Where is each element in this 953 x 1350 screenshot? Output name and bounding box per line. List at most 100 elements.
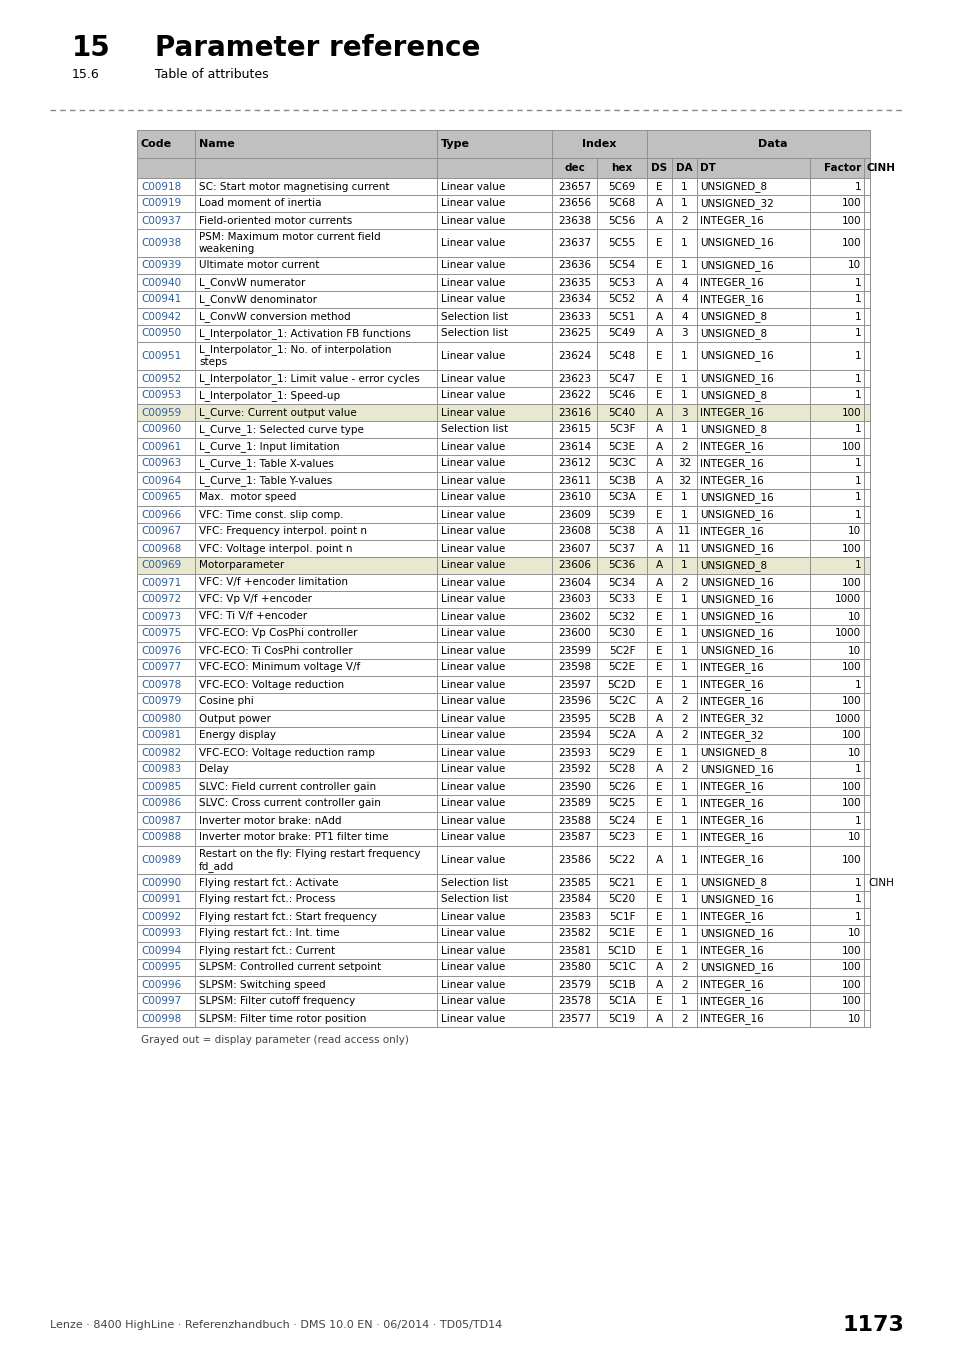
Text: 23579: 23579	[558, 980, 591, 990]
Text: 100: 100	[841, 578, 861, 587]
Text: C00981: C00981	[141, 730, 181, 741]
Text: INTEGER_16: INTEGER_16	[700, 815, 763, 826]
Text: 15.6: 15.6	[71, 69, 100, 81]
Text: UNSIGNED_16: UNSIGNED_16	[700, 612, 773, 622]
Bar	[137, 710, 869, 728]
Text: C00989: C00989	[141, 855, 181, 865]
Bar	[137, 942, 869, 958]
Text: 23598: 23598	[558, 663, 591, 672]
Text: 23581: 23581	[558, 945, 591, 956]
Text: A: A	[656, 963, 662, 972]
Text: weakening: weakening	[199, 244, 255, 254]
Text: 5C2A: 5C2A	[607, 730, 636, 741]
Text: UNSIGNED_16: UNSIGNED_16	[700, 645, 773, 656]
Text: L_Curve_1: Selected curve type: L_Curve_1: Selected curve type	[199, 424, 363, 435]
Text: Selection list: Selection list	[440, 312, 508, 321]
Text: Linear value: Linear value	[440, 798, 505, 809]
Text: C00940: C00940	[141, 278, 181, 288]
Bar	[137, 370, 869, 387]
Text: 5C25: 5C25	[608, 798, 635, 809]
Text: C00978: C00978	[141, 679, 181, 690]
Text: Linear value: Linear value	[440, 181, 505, 192]
Text: 5C39: 5C39	[608, 509, 635, 520]
Text: 5C3E: 5C3E	[608, 441, 635, 451]
Text: 1000: 1000	[834, 629, 861, 639]
Text: E: E	[656, 798, 662, 809]
Text: 5C2E: 5C2E	[608, 663, 635, 672]
Text: 1: 1	[680, 929, 687, 938]
Text: Linear value: Linear value	[440, 714, 505, 724]
Text: 23586: 23586	[558, 855, 591, 865]
Bar	[137, 891, 869, 909]
Text: Linear value: Linear value	[440, 663, 505, 672]
Text: E: E	[656, 911, 662, 922]
Text: 1: 1	[680, 509, 687, 520]
Text: 1: 1	[680, 181, 687, 192]
Text: SLVC: Field current controller gain: SLVC: Field current controller gain	[199, 782, 375, 791]
Text: 5C1B: 5C1B	[607, 980, 636, 990]
Text: C00995: C00995	[141, 963, 181, 972]
Text: hex: hex	[611, 163, 632, 173]
Text: 23585: 23585	[558, 878, 591, 887]
Text: Ultimate motor current: Ultimate motor current	[199, 261, 319, 270]
Text: C00988: C00988	[141, 833, 181, 842]
Text: Linear value: Linear value	[440, 782, 505, 791]
Text: INTEGER_16: INTEGER_16	[700, 662, 763, 672]
Text: 23609: 23609	[558, 509, 590, 520]
Text: 10: 10	[847, 748, 861, 757]
Text: Output power: Output power	[199, 714, 271, 724]
Text: Linear value: Linear value	[440, 748, 505, 757]
Text: Code: Code	[141, 139, 172, 148]
Text: INTEGER_16: INTEGER_16	[700, 408, 763, 418]
Text: C00965: C00965	[141, 493, 181, 502]
Text: 1: 1	[680, 560, 687, 571]
Text: 10: 10	[847, 526, 861, 536]
Text: 1: 1	[680, 782, 687, 791]
Text: 23577: 23577	[558, 1014, 591, 1023]
Text: 100: 100	[841, 663, 861, 672]
Text: Linear value: Linear value	[440, 459, 505, 468]
Text: A: A	[656, 980, 662, 990]
Text: Linear value: Linear value	[440, 645, 505, 656]
Text: UNSIGNED_8: UNSIGNED_8	[700, 328, 766, 339]
Text: Lenze · 8400 HighLine · Referenzhandbuch · DMS 10.0 EN · 06/2014 · TD05/TD14: Lenze · 8400 HighLine · Referenzhandbuch…	[50, 1320, 501, 1330]
Text: CINH: CINH	[867, 878, 894, 887]
Text: INTEGER_32: INTEGER_32	[700, 730, 763, 741]
Text: E: E	[656, 645, 662, 656]
Text: 1: 1	[854, 878, 861, 887]
Text: 10: 10	[847, 929, 861, 938]
Text: Cosine phi: Cosine phi	[199, 697, 253, 706]
Text: UNSIGNED_16: UNSIGNED_16	[700, 594, 773, 605]
Text: UNSIGNED_16: UNSIGNED_16	[700, 894, 773, 904]
Text: E: E	[656, 594, 662, 605]
Text: Selection list: Selection list	[440, 878, 508, 887]
Text: 23587: 23587	[558, 833, 591, 842]
Text: E: E	[656, 878, 662, 887]
Text: 1: 1	[854, 424, 861, 435]
Text: VFC-ECO: Voltage reduction ramp: VFC-ECO: Voltage reduction ramp	[199, 748, 375, 757]
Text: Linear value: Linear value	[440, 578, 505, 587]
Text: Selection list: Selection list	[440, 895, 508, 905]
Text: 1: 1	[680, 238, 687, 248]
Text: 1: 1	[680, 878, 687, 887]
Bar	[137, 130, 869, 158]
Text: INTEGER_16: INTEGER_16	[700, 294, 763, 305]
Text: L_Curve_1: Table Y-values: L_Curve_1: Table Y-values	[199, 475, 332, 486]
Text: Linear value: Linear value	[440, 261, 505, 270]
Text: 1: 1	[680, 911, 687, 922]
Text: C00991: C00991	[141, 895, 181, 905]
Bar	[137, 795, 869, 811]
Bar	[137, 625, 869, 643]
Text: E: E	[656, 679, 662, 690]
Text: E: E	[656, 782, 662, 791]
Text: VFC: V/f +encoder limitation: VFC: V/f +encoder limitation	[199, 578, 348, 587]
Text: A: A	[656, 408, 662, 417]
Text: 5C24: 5C24	[608, 815, 635, 825]
Text: 1: 1	[680, 798, 687, 809]
Text: C00966: C00966	[141, 509, 181, 520]
Text: 23604: 23604	[558, 578, 590, 587]
Text: Linear value: Linear value	[440, 730, 505, 741]
Text: E: E	[656, 815, 662, 825]
Text: E: E	[656, 833, 662, 842]
Text: INTEGER_16: INTEGER_16	[700, 979, 763, 990]
